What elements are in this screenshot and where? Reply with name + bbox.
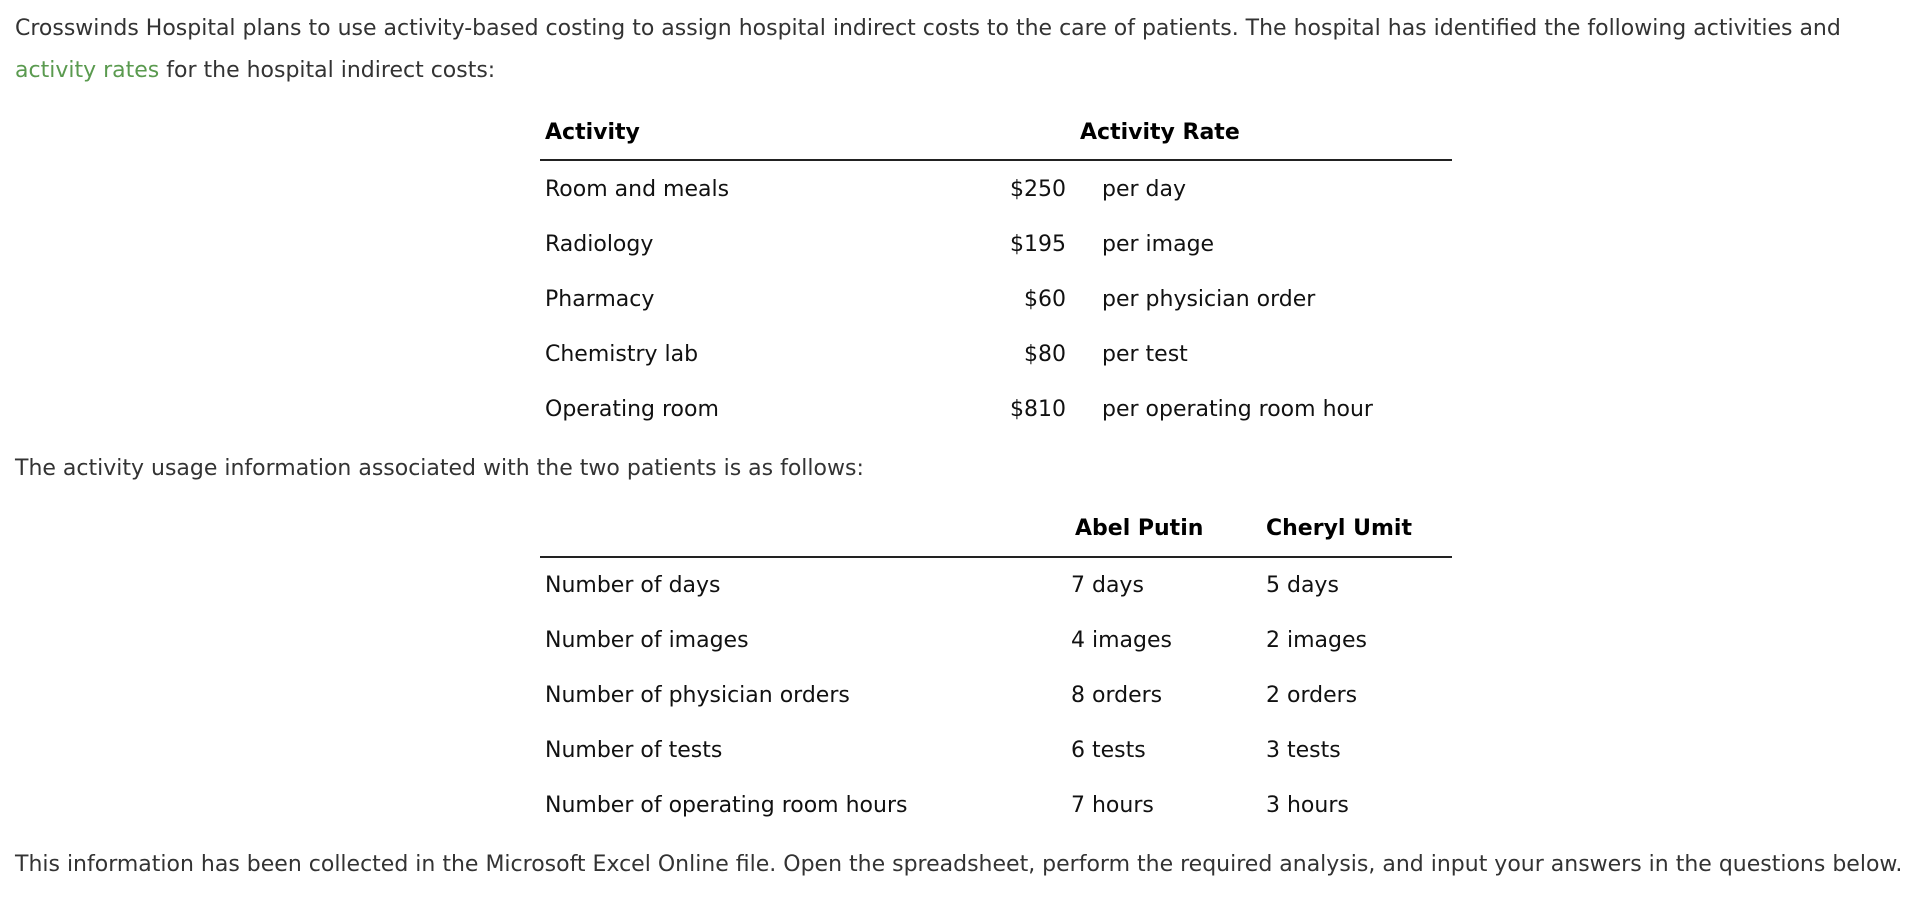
usage-measure: Number of operating room hours bbox=[545, 793, 908, 818]
activity-name: Radiology bbox=[545, 232, 654, 257]
intro-paragraph: Crosswinds Hospital plans to use activit… bbox=[15, 8, 1915, 92]
usage-value: 7 days bbox=[1071, 573, 1144, 598]
header-rule bbox=[540, 159, 1452, 161]
activity-rate: $250 bbox=[1010, 177, 1066, 202]
activity-rate: $80 bbox=[1024, 342, 1066, 367]
usage-paragraph: The activity usage information associate… bbox=[15, 456, 864, 481]
activity-name: Room and meals bbox=[545, 177, 730, 202]
activity-name: Chemistry lab bbox=[545, 342, 699, 367]
usage-value: 6 tests bbox=[1071, 738, 1146, 763]
usage-value: 2 images bbox=[1266, 628, 1367, 653]
usage-value: 8 orders bbox=[1071, 683, 1163, 708]
intro-text: for the hospital indirect costs: bbox=[166, 58, 496, 83]
usage-value: 7 hours bbox=[1071, 793, 1154, 818]
header-rule bbox=[540, 556, 1452, 558]
usage-value: 4 images bbox=[1071, 628, 1172, 653]
usage-value: 2 orders bbox=[1266, 683, 1358, 708]
glossary-link[interactable]: activity rates bbox=[15, 58, 160, 83]
activity-rate: $60 bbox=[1024, 287, 1066, 312]
usage-measure: Number of days bbox=[545, 573, 721, 598]
rate-unit: per image bbox=[1102, 232, 1215, 257]
column-header: Activity Rate bbox=[1080, 120, 1240, 145]
activity-name: Pharmacy bbox=[545, 287, 655, 312]
column-header: Activity bbox=[545, 120, 640, 145]
usage-measure: Number of images bbox=[545, 628, 749, 653]
usage-value: 5 days bbox=[1266, 573, 1339, 598]
usage-value: 3 hours bbox=[1266, 793, 1349, 818]
usage-value: 3 tests bbox=[1266, 738, 1341, 763]
column-header: Abel Putin bbox=[1075, 516, 1204, 541]
activity-name: Operating room bbox=[545, 397, 719, 422]
rate-unit: per physician order bbox=[1102, 287, 1316, 312]
closing-paragraph: This information has been collected in t… bbox=[15, 852, 1903, 877]
rate-unit: per day bbox=[1102, 177, 1187, 202]
column-header: Cheryl Umit bbox=[1266, 516, 1412, 541]
intro-text: Crosswinds Hospital plans to use activit… bbox=[15, 16, 1841, 41]
usage-measure: Number of tests bbox=[545, 738, 723, 763]
rate-unit: per operating room hour bbox=[1102, 397, 1373, 422]
usage-measure: Number of physician orders bbox=[545, 683, 850, 708]
activity-rate: $195 bbox=[1010, 232, 1066, 257]
rate-unit: per test bbox=[1102, 342, 1188, 367]
activity-rate: $810 bbox=[1010, 397, 1066, 422]
